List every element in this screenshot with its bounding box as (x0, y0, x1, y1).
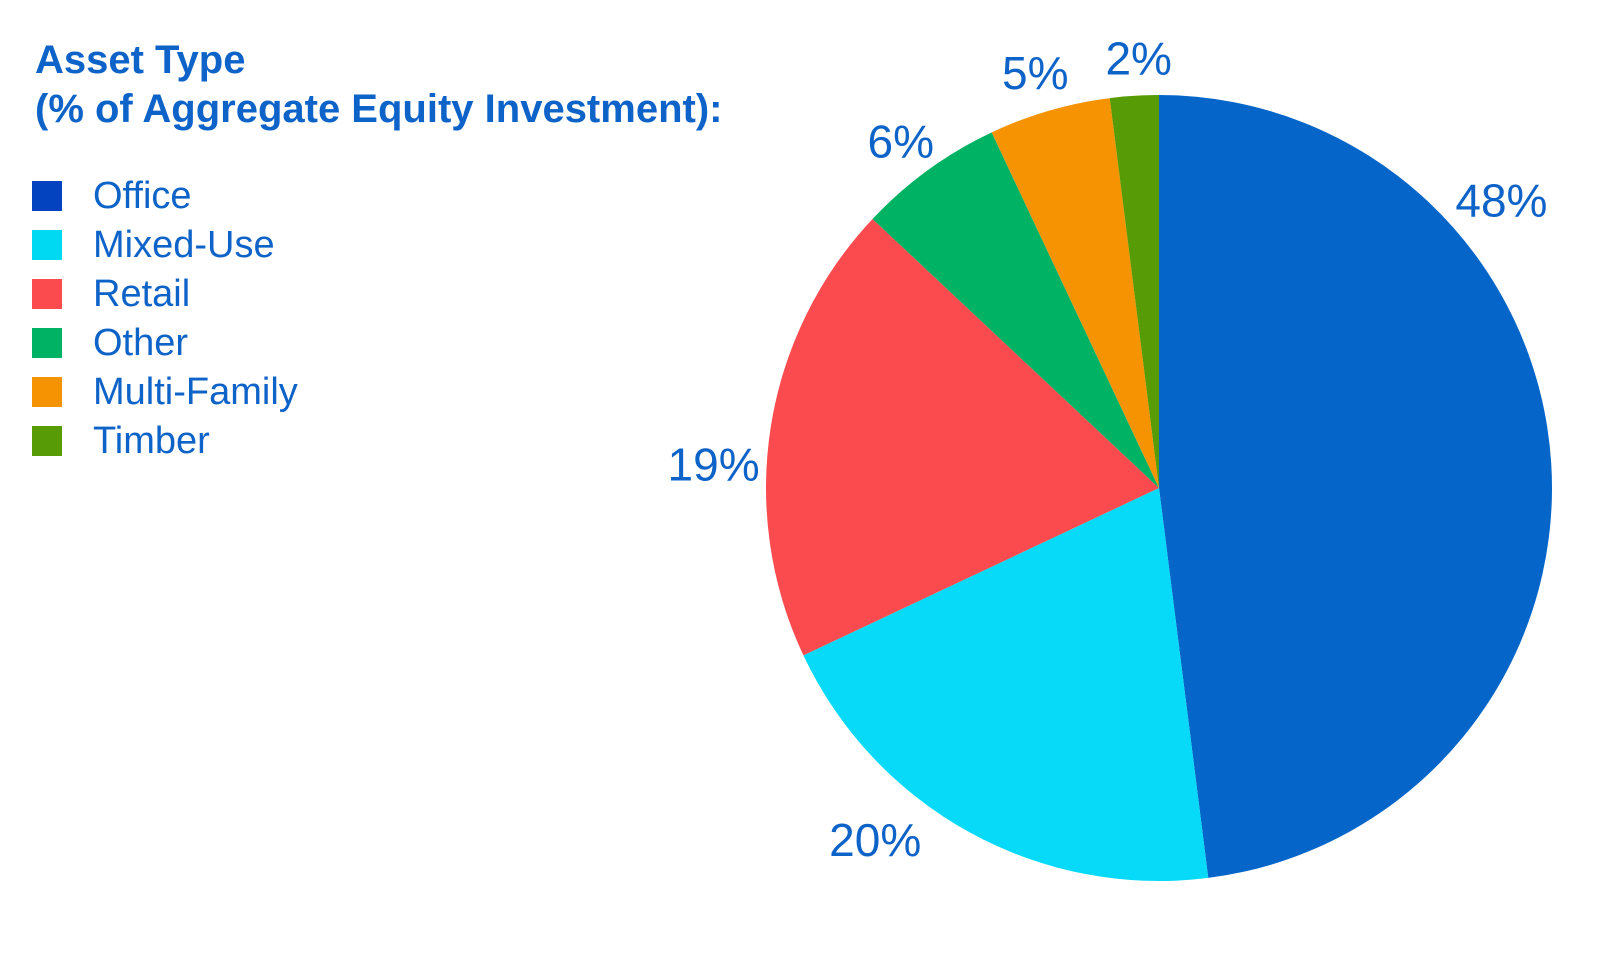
legend-swatch-office (32, 181, 62, 211)
legend-label-mixed-use: Mixed-Use (93, 224, 275, 266)
pie-label-other: 6% (868, 116, 934, 168)
pie-label-mixed-use: 20% (829, 814, 921, 866)
pie-label-timber: 2% (1105, 33, 1171, 85)
legend-label-timber: Timber (93, 420, 210, 462)
pie-label-retail: 19% (668, 439, 760, 491)
legend-swatch-mixed-use (32, 230, 62, 260)
pie-slice-multi-family (991, 98, 1159, 488)
legend-label-retail: Retail (93, 273, 191, 315)
legend-item-office: Office (32, 175, 298, 217)
legend-item-other: Other (32, 322, 298, 364)
legend-label-office: Office (93, 175, 192, 217)
legend-swatch-other (32, 328, 62, 358)
legend-swatch-timber (32, 426, 62, 456)
page-title: Asset Type (% of Aggregate Equity Invest… (35, 36, 722, 134)
legend-swatch-retail (32, 279, 62, 309)
title-line-1: Asset Type (35, 38, 246, 82)
legend-item-multi-family: Multi-Family (32, 371, 298, 413)
legend-item-timber: Timber (32, 420, 298, 462)
pie-slice-timber (1109, 95, 1159, 488)
pie-label-multi-family: 5% (1002, 47, 1068, 99)
title-line-2: (% of Aggregate Equity Investment): (35, 87, 723, 131)
pie-slice-mixed-use (803, 488, 1209, 881)
legend-label-other: Other (93, 322, 189, 364)
legend-label-multi-family: Multi-Family (93, 371, 298, 413)
pie-label-office: 48% (1455, 175, 1547, 227)
pie-slice-other (872, 132, 1159, 488)
legend-item-mixed-use: Mixed-Use (32, 224, 298, 266)
pie-slice-office (1159, 95, 1552, 878)
pie-slice-retail (765, 218, 1159, 656)
legend-swatch-multi-family (32, 377, 62, 407)
legend-item-retail: Retail (32, 273, 298, 315)
chart-legend: Office Mixed-Use Retail Other Multi-Fami… (32, 175, 298, 475)
